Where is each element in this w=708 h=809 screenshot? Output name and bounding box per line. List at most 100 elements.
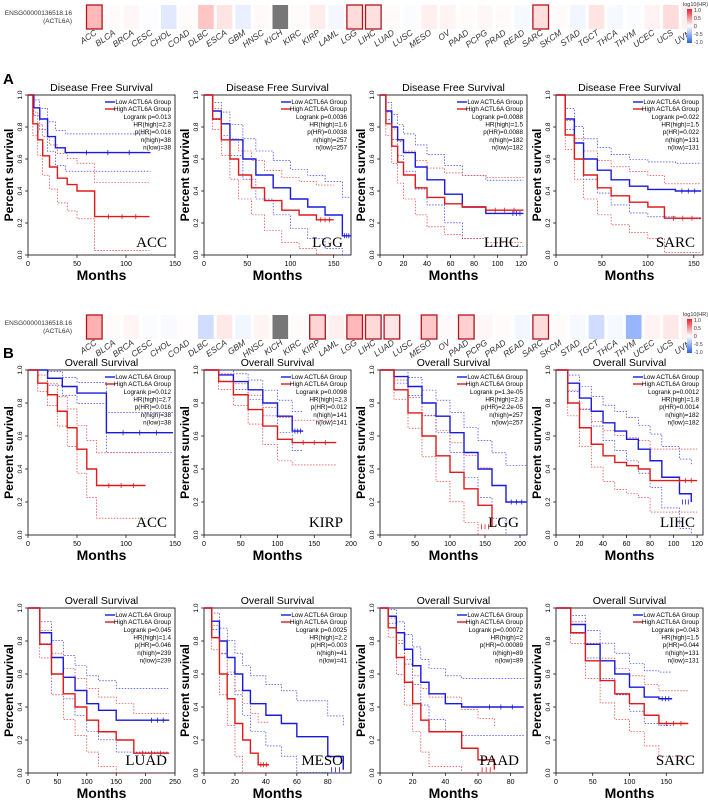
x-tick-label: 80 [507, 779, 515, 786]
heatmap-cell-ov [439, 5, 456, 29]
heatmap-cell-gbm [235, 315, 251, 339]
stat-line: HR(high)=2.3 [309, 397, 347, 404]
km-curve-low [28, 607, 170, 721]
x-tick-label: 20 [576, 541, 584, 548]
x-tick-label: 50 [237, 541, 245, 548]
cancer-label: PAAD [480, 753, 520, 769]
x-tick-label: 60 [623, 541, 631, 548]
cancer-label: LUAD [125, 753, 167, 769]
x-tick-label: 50 [243, 261, 251, 268]
cancer-label: MESO [301, 753, 343, 769]
y-axis-label: Percent survival [2, 406, 16, 499]
y-tick-label: 0.4 [369, 702, 376, 711]
x-tick-label: 150 [688, 261, 700, 268]
x-tick-label: 0 [26, 779, 30, 786]
ci-upper-low [380, 369, 527, 466]
km-curve-low [28, 369, 174, 434]
y-tick-label: 0.6 [193, 431, 200, 440]
y-tick-label: 0.8 [369, 122, 376, 131]
legend-high-label: High ACTL6A Group [114, 381, 172, 388]
km-curve-high [380, 607, 496, 770]
stat-line: n(low)=38 [143, 144, 171, 151]
x-axis-label: Months [253, 267, 303, 283]
y-tick-label: 0.6 [17, 154, 24, 163]
stat-line: Logrank p=0.0098 [296, 389, 347, 396]
y-tick-label: 0.6 [193, 669, 200, 678]
heatmap-legend-tick: 0.5 [694, 16, 701, 22]
survival-plot-os-kirp: Overall Survival 0.0 0.2 0.4 0.6 0.8 1.0 0 50 100… [178, 357, 357, 563]
x-tick-label: 100 [120, 261, 132, 268]
heatmap-cell-ov [439, 315, 456, 339]
legend-high-label: High ACTL6A Group [290, 381, 348, 388]
stat-line: n(low)=257 [492, 419, 524, 426]
km-curve-low [556, 607, 673, 700]
heatmap-cell-luad [383, 314, 401, 340]
x-tick-label: 20 [400, 261, 408, 268]
heatmap-gene-id: ENSG00000136518.16 [5, 320, 73, 327]
ci-lower-high [28, 94, 150, 251]
stat-line: n(high)=89 [493, 650, 524, 657]
stat-line: p(HR)=0.016 [135, 404, 172, 411]
x-tick-label: 0 [202, 261, 206, 268]
heatmap-cell-skcm [551, 315, 568, 339]
x-tick-label: 0 [202, 541, 206, 548]
stat-line: HR(high)=1.5 [485, 122, 523, 129]
heatmap-cell-kich [272, 315, 289, 339]
ci-lower-high [556, 607, 689, 757]
stat-line: HR(high)=2.3 [133, 122, 171, 129]
x-tick-label: 150 [479, 541, 491, 548]
heatmap-cell-tgct [588, 5, 605, 29]
legend-high-label: High ACTL6A Group [114, 619, 172, 626]
ci-upper-high [204, 369, 337, 421]
y-tick-label: 1.0 [17, 603, 24, 612]
plot-title: Overall Survival [593, 357, 667, 369]
stat-line: p(HR)=0.044 [663, 642, 700, 649]
stat-line: HR(high)=2.2 [309, 635, 347, 642]
ci-upper-high [28, 607, 170, 714]
ci-upper-high [380, 369, 493, 485]
x-axis-label: Months [429, 547, 479, 563]
heatmap-cell-coad [179, 315, 196, 339]
plot-title: Disease Free Survival [578, 82, 681, 94]
x-tick-label: 100 [624, 779, 636, 786]
x-tick-label: 60 [293, 779, 301, 786]
heatmap-cell-lusc [402, 5, 419, 29]
x-tick-label: 100 [444, 541, 456, 548]
km-curve-high [556, 369, 698, 482]
y-tick-label: 1.0 [545, 603, 552, 612]
y-tick-label: 0.2 [545, 218, 552, 227]
stat-line: p(HR)=0.0014 [659, 404, 699, 411]
y-tick-label: 0.8 [193, 122, 200, 131]
x-tick-label: 0 [378, 779, 382, 786]
heatmap-cell-thca [607, 315, 623, 339]
y-tick-label: 0.6 [545, 154, 552, 163]
y-tick-label: 0.0 [545, 768, 552, 777]
heatmap-cell-stad [570, 315, 586, 339]
legend-low-label: Low ACTL6A Group [115, 99, 171, 106]
legend-high-label: High ACTL6A Group [466, 106, 524, 113]
y-tick-label: 0.2 [369, 735, 376, 744]
stat-line: HR(high)=1.5 [661, 635, 699, 642]
plot-frame [379, 369, 528, 536]
x-axis-label: Months [77, 267, 127, 283]
y-tick-label: 0.2 [17, 735, 24, 744]
stat-line: n(low)=38 [143, 419, 171, 426]
stat-line: n(low)=141 [316, 419, 348, 426]
stat-line: n(low)=257 [316, 144, 348, 151]
y-tick-label: 1.0 [545, 365, 552, 374]
stat-line: n(high)=239 [137, 650, 171, 657]
x-axis-label: Months [605, 785, 655, 801]
km-curve-high [28, 369, 146, 487]
legend-low-label: Low ACTL6A Group [291, 612, 347, 619]
y-tick-label: 1.0 [193, 365, 200, 374]
y-tick-label: 1.0 [17, 365, 24, 374]
survival-plot-dfs-acc: Disease Free Survival 0.0 0.2 0.4 0.6 0.8 1.0 0… [2, 82, 181, 283]
survival-plot-dfs-lihc: Disease Free Survival 0.0 0.2 0.4 0.6 0.8 1.0 0… [354, 82, 528, 283]
legend-low-label: Low ACTL6A Group [643, 612, 699, 619]
heatmap-tick-ucs: UCS [655, 27, 676, 46]
heatmap-cell-sarc [532, 4, 550, 30]
plot-frame [379, 94, 528, 256]
stat-line: Logrank p=0.00072 [469, 627, 524, 634]
y-tick-label: 1.0 [369, 603, 376, 612]
cancer-label: LIHC [660, 515, 695, 531]
